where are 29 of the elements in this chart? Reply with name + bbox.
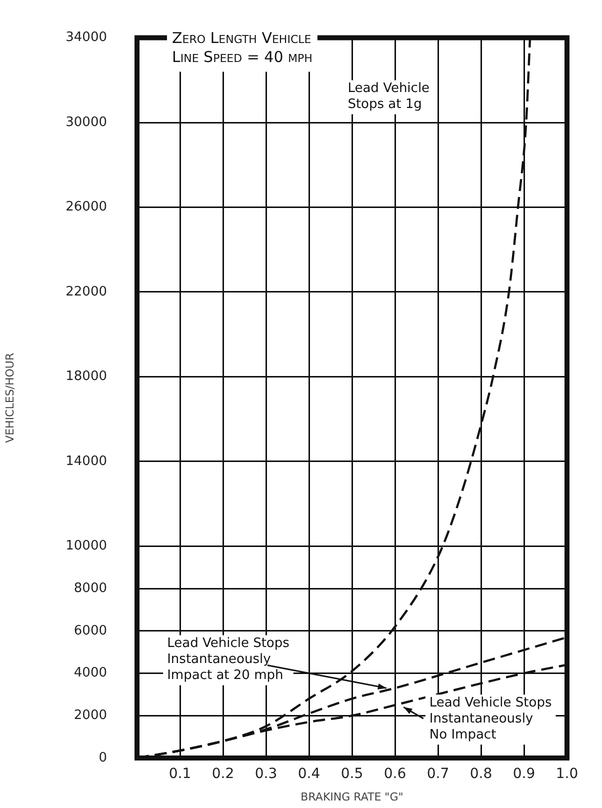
annotation: Lead Vehicle Stops at 1g <box>348 81 430 112</box>
x-tick-label: 0.1 <box>168 766 192 782</box>
x-tick-label: 0.8 <box>470 766 492 782</box>
x-tick-label: 0.9 <box>512 766 536 782</box>
x-tick-label: 1.0 <box>556 766 578 782</box>
x-axis-title: BRAKING RATE "G" <box>300 790 404 804</box>
y-tick-label: 14000 <box>66 454 107 469</box>
y-tick-label: 18000 <box>66 369 107 384</box>
y-tick-label: 30000 <box>66 114 107 130</box>
y-tick-label: 22000 <box>66 284 107 300</box>
x-tick-label: 0.2 <box>212 766 234 782</box>
y-tick-label: 26000 <box>66 200 107 215</box>
x-tick-label: 0.3 <box>254 766 278 782</box>
annotation: Lead Vehicle Stops Instantaneously No Impact <box>429 695 552 742</box>
x-tick-label: 0.5 <box>340 766 364 782</box>
y-tick-label: 2000 <box>74 708 107 724</box>
annotation: Lead Vehicle Stops Instantaneously Impact at 20 mph <box>167 636 290 684</box>
y-axis-title: VEHICLES/HOUR <box>3 352 16 443</box>
y-tick-label: 4000 <box>74 666 107 681</box>
y-tick-label: 8000 <box>74 580 107 596</box>
chart-title: Zero Length Vehicle <box>172 29 312 48</box>
y-tick-label: 10000 <box>66 538 107 554</box>
y-tick-label: 6000 <box>74 623 107 638</box>
y-tick-label: 0 <box>98 750 107 766</box>
x-tick-label: 0.6 <box>384 766 406 782</box>
x-tick-label: 0.4 <box>298 766 320 782</box>
text: Line Speed = 40 mph <box>172 48 312 66</box>
x-tick-label: 0.7 <box>426 766 450 782</box>
y-tick-label: 34000 <box>66 30 107 46</box>
